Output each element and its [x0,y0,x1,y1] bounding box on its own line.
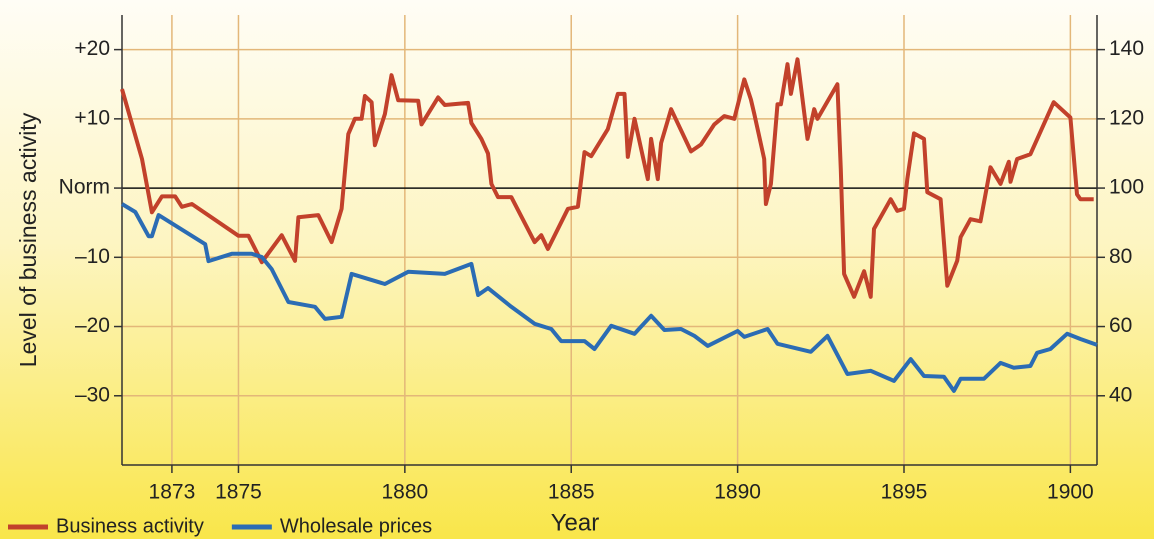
y2-tick-label: 60 [1109,314,1132,337]
series-line [120,202,1098,393]
x-tick-label: 1875 [215,481,262,504]
x-tick-label: 1873 [149,481,196,504]
legend-label: Wholesale prices [280,515,432,537]
y2-tick-label: 100 [1109,176,1144,199]
y2-tick-label: 40 [1109,383,1132,406]
y2-tick-label: 80 [1109,245,1132,268]
y2-tick-label: 120 [1109,106,1144,129]
x-axis-label: Year [551,509,600,536]
y-tick-label: +20 [74,37,110,60]
y-axis-label: Level of business activity [15,112,41,367]
x-tick-label: 1895 [881,481,928,504]
y-tick-label: Norm [59,176,110,199]
x-tick-label: 1900 [1047,481,1094,504]
y2-tick-label: 140 [1109,37,1144,60]
x-tick-label: 1880 [381,481,428,504]
series-line [120,57,1094,299]
legend-label: Business activity [56,515,204,537]
x-tick-label: 1885 [548,481,595,504]
y-tick-label: +10 [74,106,110,129]
x-tick-label: 1890 [714,481,761,504]
y-tick-label: –30 [75,383,110,406]
y-tick-label: –10 [75,245,110,268]
y-tick-label: –20 [75,314,110,337]
